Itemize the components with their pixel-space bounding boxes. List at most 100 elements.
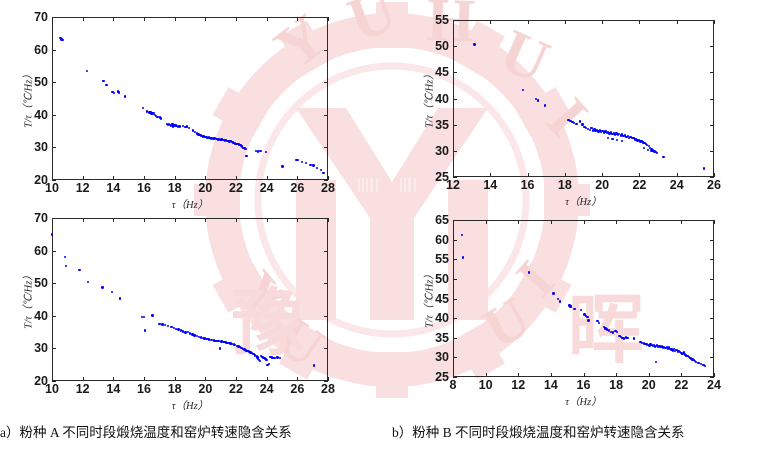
y-tick-label: 25 [435, 170, 449, 184]
data-point [166, 325, 169, 328]
x-tick-label: 10 [45, 382, 59, 396]
x-tick-label: 24 [259, 382, 274, 396]
x-tick-label: 28 [321, 181, 335, 195]
data-point [652, 343, 656, 347]
data-point [615, 132, 618, 135]
x-tick [297, 377, 299, 381]
x-tick-top [236, 17, 237, 21]
data-point [694, 360, 698, 363]
y-axis-title: T/τ（℃/Hz） [424, 268, 436, 328]
x-tick-label: 22 [229, 181, 243, 195]
y-tick [52, 283, 56, 285]
x-tick [527, 173, 529, 177]
data-point [265, 358, 268, 361]
y-tick-label: 50 [34, 75, 48, 90]
x-tick [174, 377, 176, 381]
data-point [186, 125, 189, 128]
data-point [119, 297, 122, 300]
y-tick-right [710, 98, 714, 100]
data-point [175, 327, 178, 331]
data-point [191, 333, 194, 336]
x-tick-label: 14 [106, 382, 121, 396]
x-tick [266, 176, 268, 180]
data-point [665, 345, 668, 349]
data-point [267, 362, 271, 365]
data-point [610, 330, 613, 334]
data-point [651, 149, 655, 152]
data-point [111, 90, 114, 94]
data-point [596, 319, 599, 323]
data-point [697, 361, 700, 365]
data-point [199, 336, 203, 339]
data-point [193, 130, 197, 133]
x-tick-top [676, 20, 678, 24]
data-point [618, 334, 621, 338]
y-tick [52, 218, 56, 219]
y-tick [453, 278, 457, 280]
data-point [161, 323, 164, 326]
y-tick-right [710, 72, 714, 74]
data-point [195, 132, 199, 135]
x-tick-top [297, 218, 299, 222]
x-tick-label: 20 [595, 178, 610, 192]
y-tick [453, 150, 457, 152]
x-tick-top [205, 17, 207, 21]
x-tick-top [550, 220, 552, 224]
data-point [673, 349, 677, 352]
y-tick-right [324, 147, 328, 149]
x-tick-top [602, 20, 604, 24]
y-tick [453, 220, 457, 221]
data-point [586, 127, 590, 131]
x-tick-label: 14 [483, 178, 498, 192]
y-tick [453, 46, 457, 48]
data-point [646, 148, 650, 151]
data-point [702, 364, 705, 367]
data-point [50, 233, 54, 236]
x-tick [518, 373, 520, 377]
x-tick [236, 377, 237, 381]
x-tick [205, 377, 207, 381]
x-axis-title: τ（Hz） [565, 197, 602, 208]
x-tick-label: 18 [167, 181, 182, 195]
chart-top-right-plot-area [453, 20, 714, 177]
data-point [699, 362, 703, 366]
data-point [620, 139, 623, 143]
data-point [611, 331, 615, 334]
chart-bottom-left-plot-area [52, 218, 328, 381]
data-point [672, 347, 676, 351]
x-tick [328, 176, 329, 180]
y-tick-right [710, 20, 714, 21]
y-axis-title: T/τ（℃/Hz） [424, 68, 436, 128]
data-point [604, 130, 607, 133]
data-point [117, 91, 121, 94]
y-tick-right [324, 250, 328, 252]
x-tick [648, 373, 650, 377]
data-point [650, 148, 653, 151]
data-point [647, 144, 650, 148]
x-tick [583, 373, 585, 377]
x-tick-label: 10 [478, 378, 493, 392]
x-tick-label: 26 [290, 181, 305, 195]
data-point [167, 122, 171, 126]
x-axis-title: τ（Hz） [565, 397, 602, 408]
x-tick [616, 373, 618, 377]
data-point [598, 129, 602, 132]
data-point [593, 128, 596, 131]
x-axis-title: τ（Hz） [171, 200, 209, 211]
x-tick [113, 377, 115, 381]
data-point [626, 336, 629, 340]
data-point [655, 344, 659, 347]
x-tick-top [266, 17, 268, 21]
x-tick-top [205, 218, 207, 222]
x-tick [564, 173, 566, 177]
data-point [703, 364, 707, 368]
x-tick [297, 176, 299, 180]
x-tick-top [616, 220, 618, 224]
data-point [140, 315, 143, 318]
data-point [195, 334, 199, 338]
data-point [639, 140, 642, 143]
y-tick-label: 20 [34, 374, 48, 388]
x-tick-top [485, 220, 487, 224]
data-point [607, 329, 610, 332]
x-tick-label: 12 [511, 378, 526, 392]
